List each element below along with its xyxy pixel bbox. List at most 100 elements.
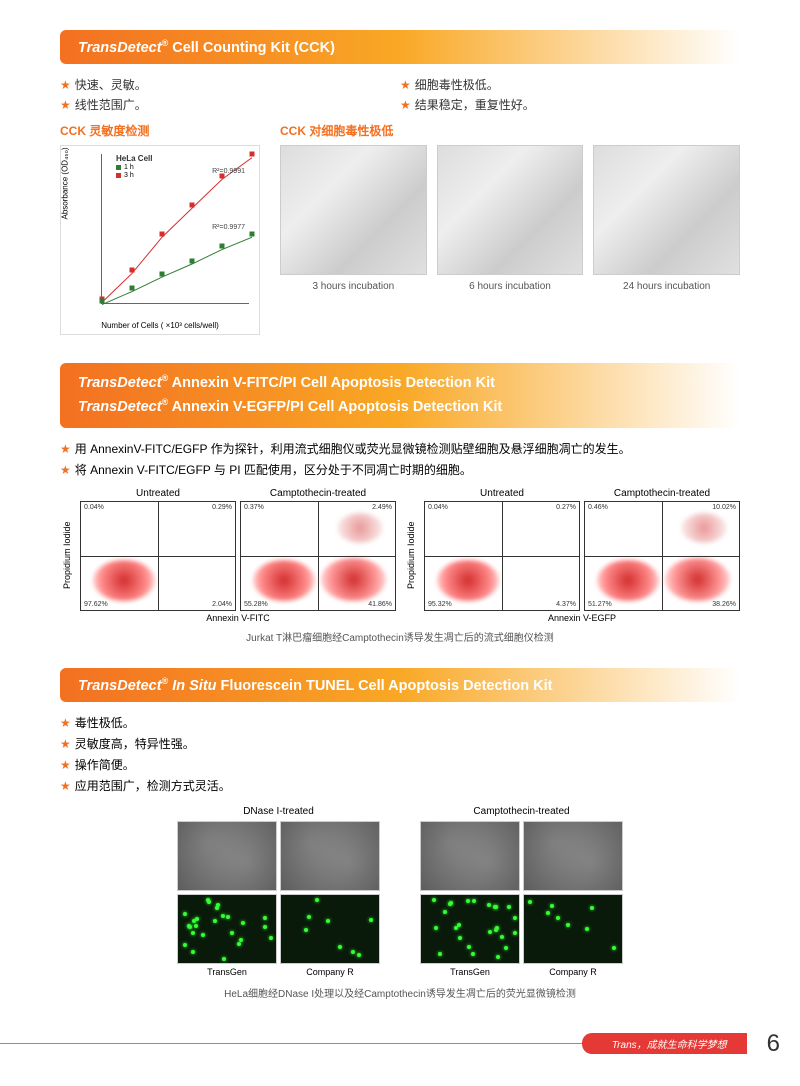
bullet-text: 细胞毒性极低。 [415,78,499,92]
quadrant-pct: 38.26% [712,601,736,608]
micrograph-row: 3 hours incubation 6 hours incubation 24… [280,145,740,292]
footer-line [0,1043,582,1044]
quadrant-pct: 0.27% [556,504,576,511]
tunel-sub: Company R [280,967,380,977]
flow-ylabel-left: Propidium Iodide [60,488,72,623]
flow-xlabel-right: Annexin V-EGFP [424,613,740,623]
bullet-text: 将 Annexin V-FITC/EGFP 与 PI 匹配使用，区分处于不同凋亡… [75,463,472,477]
quadrant-pct: 2.49% [372,504,392,511]
brand: TransDetect [78,40,162,56]
star-icon: ★ [60,463,71,477]
bullet-text: 线性范围广。 [75,98,147,112]
star-icon: ★ [60,737,71,751]
star-icon: ★ [60,758,71,772]
section2-header: TransDetect® Annexin V-FITC/PI Cell Apop… [60,363,740,428]
star-icon: ★ [60,716,71,730]
flow-title: Camptothecin-treated [584,488,740,499]
section3-rest: Fluorescein TUNEL Cell Apoptosis Detecti… [217,678,553,694]
section3-mid: In Situ [168,678,216,694]
tunel-bf-image [420,821,520,891]
quadrant-pct: 0.37% [244,504,264,511]
bullet-text: 灵敏度高，特异性强。 [75,737,195,751]
tunel-bf-image [280,821,380,891]
bullet-text: 快速、灵敏。 [75,78,147,92]
quadrant-pct: 0.04% [84,504,104,511]
page-footer: Trans，成就生命科学梦想 6 [0,1030,800,1058]
chart-xlabel: Number of Cells ( ×10³ cells/well) [61,321,259,330]
brand: TransDetect [78,678,162,694]
section2-title2: Annexin V-EGFP/PI Cell Apoptosis Detecti… [168,399,502,415]
flow-cytometry-grid: Propidium Iodide Untreated 0.04% 0.29% 97.… [60,488,740,623]
brand: TransDetect [78,375,162,391]
tunel-col-title: Camptothecin-treated [420,806,623,817]
flow-title: Camptothecin-treated [240,488,396,499]
flow-ylabel-right: Propidium Iodide [404,488,416,623]
flow-plot-4: Camptothecin-treated 0.46% 10.02% 51.27% 38… [584,488,740,611]
section1-subheads: CCK 灵敏度检测 CCK 对细胞毒性极低 [60,122,740,139]
section2-bullets: ★ 用 AnnexinV-FITC/EGFP 作为探针，利用流式细胞仪或荧光显微镜… [60,440,740,478]
tunel-fl-image [280,894,380,964]
flow-plot-1: Untreated 0.04% 0.29% 97.62% 2.04% [80,488,236,611]
tunel-grid: DNase I-treated TransGenCompany R Campto… [60,806,740,977]
quadrant-pct: 97.62% [84,601,108,608]
flow-xlabel-left: Annexin V-FITC [80,613,396,623]
quadrant-pct: 41.86% [368,601,392,608]
subhead-1: CCK 灵敏度检测 [60,122,280,139]
tunel-col-title: DNase I-treated [177,806,380,817]
section1-title-rest: Cell Counting Kit (CCK) [168,40,335,56]
micrograph-6h [437,145,584,275]
star-icon: ★ [60,779,71,793]
bullet-text: 操作简便。 [75,758,135,772]
section1-header: TransDetect® Cell Counting Kit (CCK) [60,30,740,64]
star-icon: ★ [60,442,71,456]
footer-tag: Trans，成就生命科学梦想 [582,1033,747,1054]
section2-title1: Annexin V-FITC/PI Cell Apoptosis Detecti… [168,375,495,391]
micro-caption: 6 hours incubation [437,281,584,292]
flow-plot-3: Untreated 0.04% 0.27% 95.32% 4.37% [424,488,580,611]
quadrant-pct: 0.46% [588,504,608,511]
bullet-text: 毒性极低。 [75,716,135,730]
flow-title: Untreated [80,488,236,499]
section3-header: TransDetect® In Situ Fluorescein TUNEL C… [60,668,740,702]
quadrant-pct: 55.28% [244,601,268,608]
r2-a: R²=0.9991 [212,168,245,175]
subhead-2: CCK 对细胞毒性极低 [280,122,393,139]
tunel-bf-image [177,821,277,891]
r2-b: R²=0.9977 [212,224,245,231]
quadrant-pct: 10.02% [712,504,736,511]
star-icon: ★ [60,78,71,92]
tunel-fl-image [523,894,623,964]
bullet-text: 结果稳定，重复性好。 [415,98,535,112]
flow-caption: Jurkat T淋巴瘤细胞经Camptothecin诱导发生凋亡后的流式细胞仪检… [60,629,740,644]
star-icon: ★ [400,78,411,92]
section3-bullets: ★ 毒性极低。 ★ 灵敏度高，特异性强。 ★ 操作简便。 ★ 应用范围广，检测方式灵活。 [60,714,740,794]
star-icon: ★ [60,98,71,112]
tunel-caption: HeLa细胞经DNase I处理以及经Camptothecin诱导发生凋亡后的荧… [60,985,740,1000]
tunel-sub: TransGen [420,967,520,977]
flow-plot-2: Camptothecin-treated 0.37% 2.49% 55.28% 41.… [240,488,396,611]
micrograph-3h [280,145,427,275]
chart-ylabel: Absorbance (OD₄₅₀) [61,147,70,219]
quadrant-pct: 0.29% [212,504,232,511]
quadrant-pct: 0.04% [428,504,448,511]
section1-bullets: ★ 快速、灵敏。 ★ 线性范围广。 ★ 细胞毒性极低。 ★ 结果稳定，重复性好。 [60,76,740,116]
quadrant-pct: 95.32% [428,601,452,608]
quadrant-pct: 4.37% [556,601,576,608]
flow-title: Untreated [424,488,580,499]
quadrant-pct: 51.27% [588,601,612,608]
page-number: 6 [767,1030,780,1058]
tunel-fl-image [177,894,277,964]
quadrant-pct: 2.04% [212,601,232,608]
tunel-sub: TransGen [177,967,277,977]
brand: TransDetect [78,399,162,415]
tunel-bf-image [523,821,623,891]
micro-caption: 24 hours incubation [593,281,740,292]
star-icon: ★ [400,98,411,112]
micrograph-24h [593,145,740,275]
tunel-sub: Company R [523,967,623,977]
micro-caption: 3 hours incubation [280,281,427,292]
cck-chart: HeLa Cell 1 h 3 h R²=0.9991 R²=0.9977 Ab… [60,145,260,335]
bullet-text: 用 AnnexinV-FITC/EGFP 作为探针，利用流式细胞仪或荧光显微镜检… [75,442,631,456]
bullet-text: 应用范围广，检测方式灵活。 [75,779,231,793]
tunel-fl-image [420,894,520,964]
